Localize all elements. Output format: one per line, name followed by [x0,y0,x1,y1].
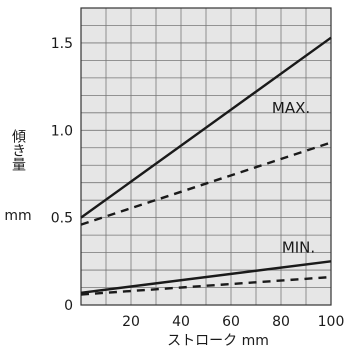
y-tick-label: 1.5 [51,36,73,52]
series-annotation: MAX. [272,99,310,117]
series-line-min-solid [80,260,332,294]
y-tick-label: 0 [64,298,73,314]
y-axis-title: 傾き量 [10,129,26,171]
series-line-max-dashed [80,141,332,226]
y-tick-labels: 0 0.5 1.0 1.5 [51,36,73,314]
x-tick-label: 40 [172,314,190,330]
series-layer [80,36,332,296]
x-tick-labels: 20 40 60 80 100 [122,314,344,330]
x-tick-label: 20 [122,314,140,330]
x-tick-label: 80 [272,314,290,330]
y-axis-unit: mm [4,208,31,224]
y-tick-label: 0.5 [51,211,73,227]
series-line-max-solid [80,36,332,219]
grid [81,8,331,305]
annotations: MAX. MIN. [272,99,315,257]
y-tick-label: 1.0 [51,123,73,139]
plot-frame [80,7,332,306]
series-annotation: MIN. [282,239,315,257]
x-axis-title: ストローク mm [167,333,269,349]
x-tick-label: 60 [222,314,240,330]
x-tick-label: 100 [318,314,345,330]
